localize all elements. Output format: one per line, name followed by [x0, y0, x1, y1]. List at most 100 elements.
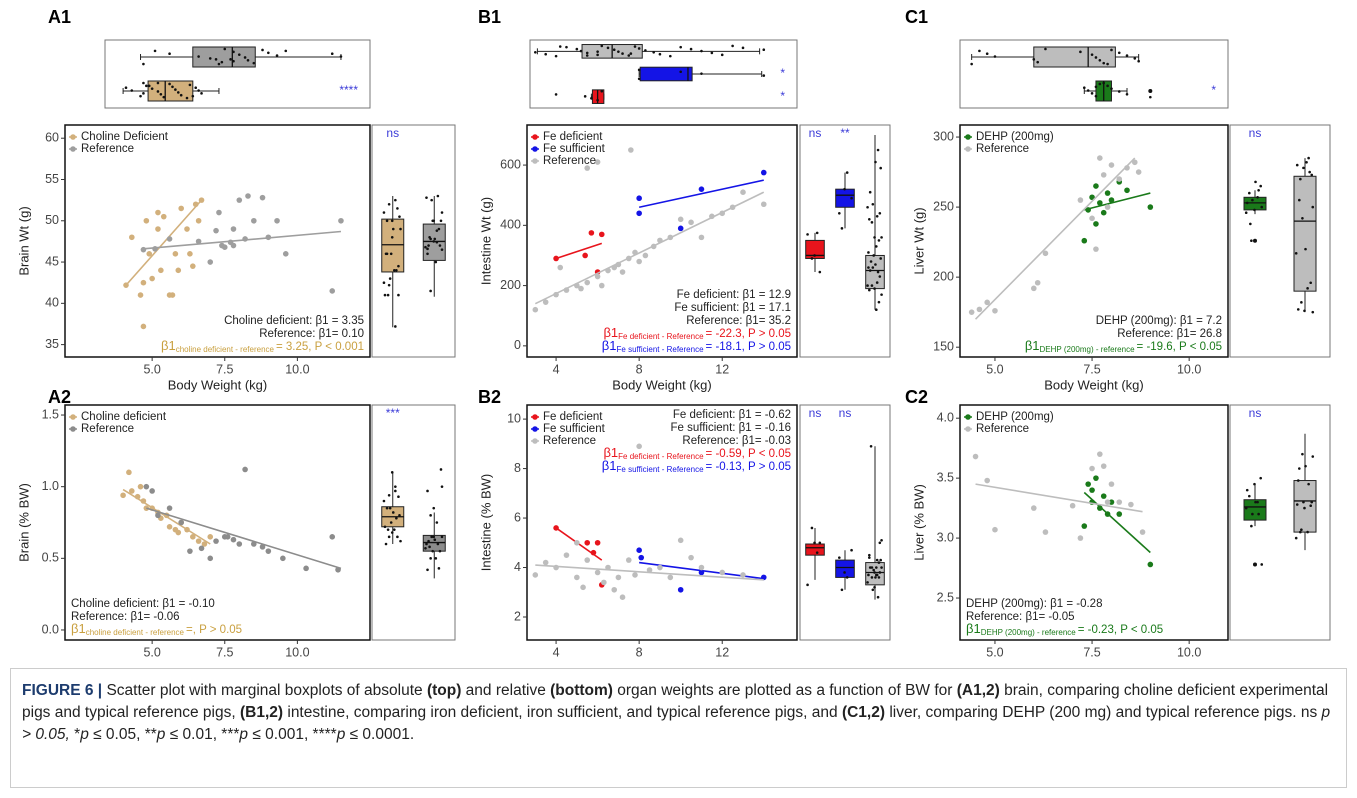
box-dot: [430, 535, 433, 539]
box-dot: [875, 573, 879, 577]
stats-text: Choline deficient: β1 = 3.35: [224, 315, 364, 327]
box: [835, 559, 855, 578]
box-dot: [382, 281, 386, 284]
point: [582, 252, 588, 259]
box-dot: [658, 52, 662, 56]
box-dot: [1260, 563, 1264, 566]
point: [140, 246, 147, 253]
point: [160, 213, 167, 220]
box-dot: [383, 293, 387, 297]
point: [178, 205, 184, 212]
legend-label: Reference: [543, 435, 596, 447]
plot-frame: [959, 124, 1229, 358]
box-dot: [1300, 528, 1303, 531]
point: [137, 483, 144, 490]
stats-text: β1: [1025, 338, 1040, 353]
box-dot: [398, 514, 401, 517]
side-box-frame: [1229, 404, 1331, 641]
point: [166, 523, 173, 530]
x-tick-label: 10.0: [1177, 645, 1201, 659]
box-dot: [731, 44, 734, 48]
stats-line: β1DEHP (200mg) - reference = -0.23, P < 0…: [966, 621, 1163, 637]
box-dot: [147, 84, 151, 88]
point: [1069, 502, 1076, 509]
stats-rest: = -0.59, P < 0.05: [706, 448, 791, 460]
fit-line: [638, 179, 764, 209]
point: [1089, 215, 1095, 222]
box-dot: [424, 546, 427, 550]
y-tick-label: 0.0: [42, 622, 59, 636]
caption: FIGURE 6 | Scatter plot with marginal bo…: [22, 680, 1337, 746]
box-dot: [393, 528, 396, 531]
box-dot: [436, 194, 440, 198]
legend-label: Fe deficient: [543, 131, 603, 143]
box-dot: [1250, 239, 1253, 243]
point: [657, 564, 663, 571]
box-dot: [1082, 86, 1086, 90]
caption-text: (C1,2): [841, 704, 886, 721]
point: [636, 258, 642, 265]
box-dot: [1133, 57, 1137, 60]
point: [992, 307, 998, 314]
stats-line: Choline deficient: β1 = -0.10: [71, 598, 215, 610]
box-dot: [870, 576, 874, 579]
point: [984, 299, 990, 306]
box-dot: [669, 54, 672, 58]
box-dot: [437, 227, 441, 231]
point: [542, 559, 549, 566]
point: [740, 189, 746, 195]
box-dot: [1102, 81, 1106, 85]
stats-text: Reference: β1= 26.8: [1117, 328, 1222, 340]
box-dot: [246, 58, 250, 62]
box-dot: [877, 561, 881, 564]
box-dot: [880, 236, 883, 239]
legend-label: Reference: [976, 143, 1029, 155]
point: [1030, 285, 1037, 292]
y-tick-label: 3.0: [937, 530, 954, 544]
fit-line: [122, 488, 211, 545]
fit-line: [535, 564, 764, 581]
box-dot: [875, 245, 878, 248]
box-dot: [970, 62, 973, 66]
point: [642, 252, 649, 259]
point: [143, 483, 150, 490]
point: [195, 538, 202, 544]
box-dot: [429, 557, 432, 560]
caption-text: FIGURE 6 |: [22, 682, 103, 699]
point: [213, 227, 219, 234]
box-dot: [382, 499, 386, 503]
legend-marker: [965, 414, 971, 420]
point: [329, 534, 336, 540]
box-dot: [385, 219, 389, 223]
box-dot: [1302, 500, 1305, 504]
box-dot: [1308, 170, 1311, 174]
plot-frame: [64, 404, 371, 641]
stats-line: Reference: β1= 26.8: [1117, 328, 1222, 340]
point: [532, 306, 539, 313]
caption-text: p: [336, 726, 346, 743]
box-dot: [389, 252, 393, 256]
box-dot: [579, 49, 583, 53]
box-dot: [438, 244, 442, 247]
y-tick-label: 150: [933, 339, 954, 353]
box-dot: [845, 576, 849, 579]
box-dot: [174, 88, 177, 91]
box-dot: [436, 542, 440, 546]
y-tick-label: 8: [514, 461, 521, 475]
box-dot: [876, 270, 880, 274]
point: [280, 555, 286, 562]
box-dot: [440, 485, 444, 488]
stats-rest: = 3.25, P < 0.001: [276, 341, 364, 353]
box-dot: [391, 511, 395, 514]
x-axis-title: Body Weight (kg): [612, 377, 711, 392]
box-dot: [439, 219, 443, 223]
significance: **: [840, 126, 850, 140]
box-dot: [1102, 61, 1106, 65]
side-box-frame: [799, 124, 891, 358]
box-dot: [877, 300, 881, 304]
point: [140, 323, 147, 330]
box: [1033, 46, 1116, 68]
box-dot: [171, 85, 174, 89]
box-dot: [1244, 211, 1248, 215]
fit-line: [146, 507, 342, 570]
